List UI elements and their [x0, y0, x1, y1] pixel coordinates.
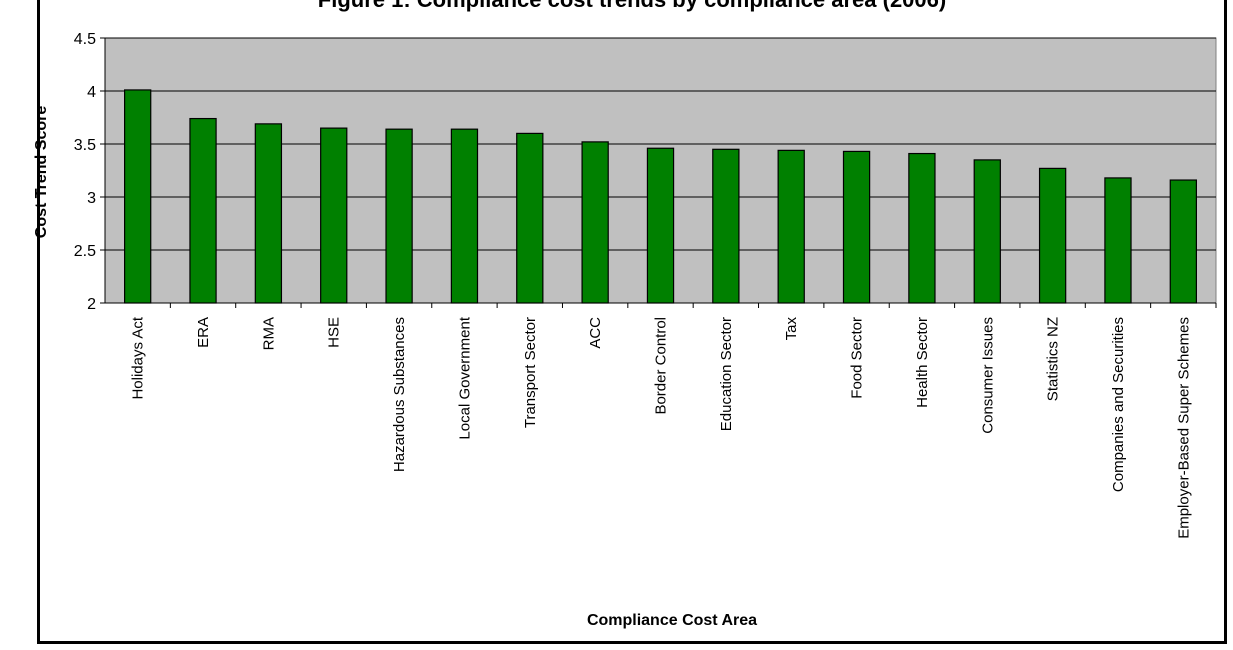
- x-tick-label: Statistics NZ: [1045, 317, 1062, 401]
- bar: [581, 141, 609, 304]
- bar: [189, 117, 217, 304]
- x-tick-label: Hazardous Substances: [391, 317, 408, 472]
- y-tick-label: 4: [87, 84, 96, 101]
- x-tick-label: Consumer Issues: [979, 317, 996, 434]
- bar: [973, 159, 1001, 304]
- x-tick-label: RMA: [260, 317, 277, 350]
- bar: [254, 123, 283, 304]
- bar: [516, 132, 544, 304]
- y-tick-label: 4.5: [74, 31, 96, 48]
- bar: [908, 152, 936, 304]
- x-tick-label: Local Government: [456, 316, 473, 439]
- x-tick-label: ERA: [195, 317, 212, 348]
- x-axis-title: Compliance Cost Area: [587, 612, 757, 629]
- bar: [1038, 167, 1067, 304]
- x-tick-label: Companies and Securities: [1110, 317, 1127, 492]
- x-tick-label: Health Sector: [914, 317, 931, 408]
- y-tick-label: 2: [87, 296, 96, 313]
- x-tick-label: Transport Sector: [522, 317, 539, 428]
- y-tick-label: 2.5: [74, 243, 96, 260]
- bar: [842, 150, 871, 304]
- x-tick-label: Employer-Based Super Schemes: [1175, 317, 1192, 539]
- x-tick-label: Border Control: [653, 317, 670, 415]
- y-tick-label: 3.5: [74, 137, 96, 154]
- bar: [450, 128, 479, 304]
- plot-area: 2 2.5 3 3.5 4 4.5 Holidays Act ERA RMA HSE Hazardo…: [74, 31, 1217, 539]
- x-tick-label: ACC: [587, 317, 604, 349]
- bar: [320, 127, 348, 304]
- bar: [1104, 177, 1132, 304]
- bar: [124, 89, 152, 304]
- y-axis-title: Cost Trend Score: [33, 106, 50, 239]
- bar: [646, 147, 675, 304]
- x-tick-label: Holidays Act: [130, 316, 147, 399]
- bar: [712, 148, 740, 304]
- x-tick-label: Education Sector: [718, 317, 735, 431]
- x-tick-label: Food Sector: [849, 317, 866, 399]
- x-tick-label: HSE: [326, 317, 343, 348]
- bar: [777, 149, 805, 304]
- y-tick-label: 3: [87, 190, 96, 207]
- chart-title: Figure 1: Compliance cost trends by comp…: [37, 0, 1227, 13]
- bar: [385, 128, 413, 304]
- bar: [1169, 179, 1197, 304]
- x-tick-label: Tax: [783, 317, 800, 341]
